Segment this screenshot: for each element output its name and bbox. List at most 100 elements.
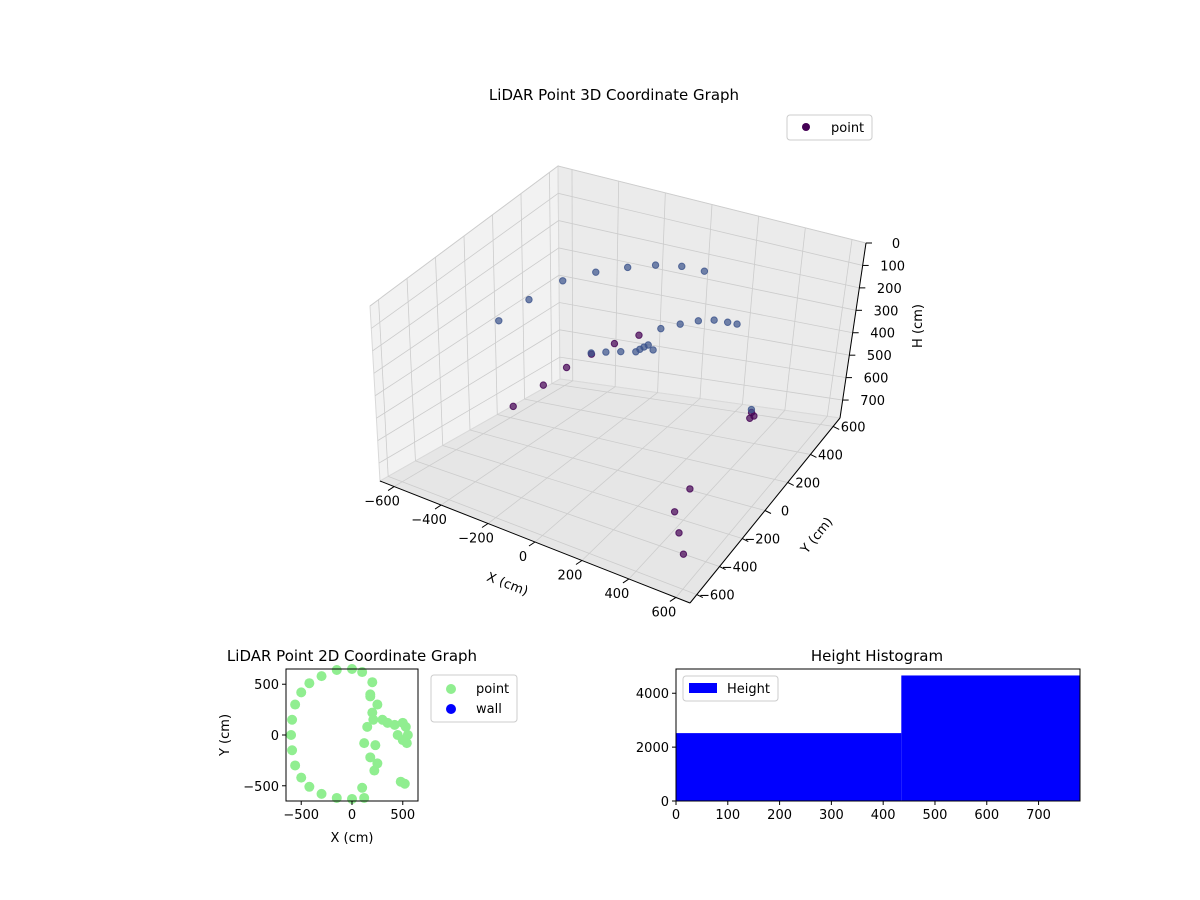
z-tick-label-3d: 200 bbox=[877, 282, 902, 297]
x-tick-mark-3d bbox=[669, 597, 677, 602]
x-tick-label-2d: 500 bbox=[390, 808, 415, 823]
x-tick-mark-3d bbox=[622, 578, 630, 584]
y-tick-label-3d: −400 bbox=[722, 561, 758, 576]
y-axis-label-3d: Y (cm) bbox=[798, 515, 837, 558]
point-2d bbox=[370, 740, 381, 751]
x-ticks-3d: −600 −400 −200 0 200 400 600 bbox=[364, 486, 677, 620]
point-3d bbox=[686, 485, 694, 493]
y-tick-label-2d: 500 bbox=[254, 678, 279, 693]
point-2d bbox=[365, 752, 376, 763]
point-2d bbox=[290, 699, 301, 710]
x-tick-label-histogram: 100 bbox=[715, 808, 740, 823]
point-2d bbox=[304, 781, 315, 792]
point-3d bbox=[617, 347, 625, 356]
y-tick-mark-3d bbox=[742, 538, 749, 542]
point-3d bbox=[694, 317, 703, 325]
point-2d bbox=[304, 678, 315, 689]
point-3d bbox=[723, 318, 732, 326]
point-3d bbox=[678, 262, 686, 271]
point-3d bbox=[592, 268, 600, 276]
point-3d bbox=[670, 508, 679, 516]
chart-3d: LiDAR Point 3D Coordinate Graph −600 −400… bbox=[364, 86, 926, 620]
histogram-title: Height Histogram bbox=[811, 647, 943, 665]
x-tick-mark-3d bbox=[434, 504, 442, 510]
chart-3d-title: LiDAR Point 3D Coordinate Graph bbox=[489, 86, 739, 104]
point-2d bbox=[399, 778, 410, 789]
legend-histogram: Height bbox=[682, 675, 779, 702]
point-3d bbox=[559, 277, 567, 285]
x-axis-label-2d: X (cm) bbox=[331, 831, 374, 846]
z-tick-label-3d: 600 bbox=[864, 372, 889, 387]
x-tick-label-2d: −500 bbox=[283, 808, 319, 823]
point-2d bbox=[331, 792, 342, 803]
x-tick-label-histogram: 700 bbox=[1026, 808, 1051, 823]
legend-3d-marker bbox=[802, 123, 810, 131]
point-3d bbox=[509, 402, 517, 411]
y-ticks-2d: −500 0 500 bbox=[243, 678, 286, 795]
grid-3d bbox=[369, 165, 867, 598]
point-2d bbox=[286, 730, 297, 740]
y-tick-label-histogram: 2000 bbox=[636, 741, 669, 756]
x-tick-label-3d: −600 bbox=[364, 495, 400, 510]
point-2d bbox=[400, 721, 411, 732]
point-2d bbox=[331, 665, 342, 676]
x-tick-label-3d: 0 bbox=[519, 550, 527, 565]
legend-2d-wall-marker bbox=[446, 704, 456, 714]
x-tick-mark-3d bbox=[387, 486, 395, 491]
y-tick-label-2d: 0 bbox=[271, 729, 279, 744]
y-tick-mark-3d bbox=[832, 425, 840, 430]
legend-3d: point bbox=[786, 114, 873, 141]
x-tick-label-histogram: 600 bbox=[974, 808, 999, 823]
point-2d bbox=[368, 714, 379, 725]
z-ticks-3d: 0 100 200 300 400 500 600 700 bbox=[842, 237, 905, 409]
chart-2d-title: LiDAR Point 2D Coordinate Graph bbox=[227, 647, 477, 665]
chart-2d: LiDAR Point 2D Coordinate Graph −500 0 500… bbox=[218, 647, 518, 846]
y-tick-mark-3d bbox=[719, 566, 726, 571]
point-3d bbox=[602, 348, 610, 356]
x-tick-label-3d: 600 bbox=[651, 605, 676, 620]
histogram-bar bbox=[901, 675, 1080, 801]
point-2d bbox=[296, 687, 307, 698]
legend-2d: point wall bbox=[430, 674, 518, 723]
y-tick-label-histogram: 4000 bbox=[636, 687, 669, 702]
point-2d bbox=[287, 745, 298, 756]
z-tick-label-3d: 700 bbox=[860, 394, 885, 409]
y-tick-label-3d: 600 bbox=[841, 420, 866, 435]
x-tick-label-histogram: 0 bbox=[672, 808, 680, 823]
z-tick-label-3d: 500 bbox=[867, 349, 892, 364]
y-ticks-histogram: 0 2000 4000 bbox=[636, 687, 676, 810]
point-3d bbox=[657, 324, 665, 333]
points-3d bbox=[495, 261, 758, 558]
points-2d bbox=[286, 664, 413, 804]
point-3d bbox=[733, 320, 741, 328]
z-axis-line bbox=[839, 242, 867, 419]
point-2d bbox=[316, 788, 327, 799]
legend-histogram-label: Height bbox=[727, 682, 770, 697]
legend-3d-label: point bbox=[831, 121, 864, 136]
point-3d bbox=[495, 317, 503, 325]
x-tick-mark-3d bbox=[481, 523, 489, 528]
y-axis-label-2d: Y (cm) bbox=[218, 714, 233, 757]
y-ticks-3d: −600 −400 −2000 200 400 600 bbox=[696, 420, 866, 604]
x-tick-label-histogram: 200 bbox=[767, 808, 792, 823]
chart-histogram: Height Histogram 0 100 200 300 400 500 600 700 … bbox=[636, 647, 1081, 823]
x-tick-label-3d: −200 bbox=[458, 532, 494, 547]
histogram-bars bbox=[676, 675, 1080, 801]
point-3d bbox=[525, 295, 533, 304]
x-ticks-2d: −500 0 500 bbox=[283, 801, 415, 823]
y-tick-label-3d: −200 bbox=[744, 533, 780, 548]
z-tick-label-3d: 300 bbox=[874, 304, 899, 319]
point-2d bbox=[372, 699, 383, 710]
z-axis-label-3d: H (cm) bbox=[911, 304, 926, 348]
point-2d bbox=[359, 738, 370, 749]
point-2d bbox=[365, 689, 376, 700]
y-tick-label-3d: 200 bbox=[795, 476, 820, 491]
point-2d bbox=[359, 792, 370, 803]
point-2d bbox=[397, 735, 408, 746]
point-2d bbox=[389, 719, 400, 730]
z-tick-label-3d: 0 bbox=[892, 237, 900, 252]
point-3d bbox=[649, 346, 657, 354]
point-3d bbox=[587, 349, 595, 357]
point-3d bbox=[651, 261, 660, 269]
point-2d bbox=[372, 758, 383, 769]
